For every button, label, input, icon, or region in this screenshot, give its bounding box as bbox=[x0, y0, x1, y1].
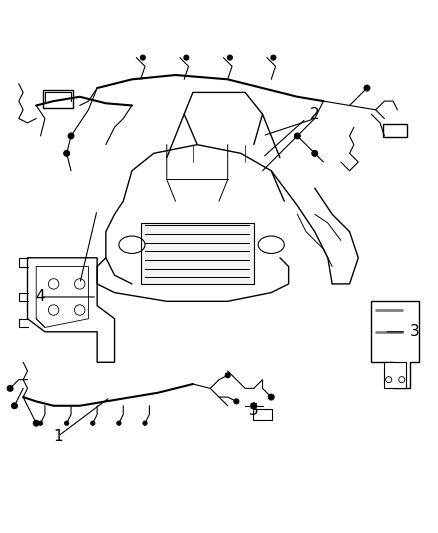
Circle shape bbox=[271, 55, 276, 60]
Circle shape bbox=[251, 403, 257, 409]
FancyBboxPatch shape bbox=[383, 124, 407, 137]
Circle shape bbox=[184, 55, 189, 60]
Circle shape bbox=[364, 85, 370, 91]
Text: 3: 3 bbox=[410, 324, 420, 340]
Circle shape bbox=[227, 55, 233, 60]
Circle shape bbox=[33, 420, 39, 426]
Circle shape bbox=[68, 133, 74, 139]
Circle shape bbox=[312, 150, 318, 156]
Circle shape bbox=[268, 394, 274, 400]
Text: 1: 1 bbox=[53, 429, 63, 444]
Circle shape bbox=[91, 421, 95, 425]
Circle shape bbox=[64, 150, 70, 156]
Circle shape bbox=[11, 403, 18, 409]
Circle shape bbox=[7, 385, 13, 391]
Text: 5: 5 bbox=[249, 402, 258, 418]
Text: 4: 4 bbox=[36, 289, 46, 304]
Circle shape bbox=[39, 421, 43, 425]
Bar bbox=[141, 223, 254, 284]
Circle shape bbox=[225, 373, 230, 378]
Circle shape bbox=[64, 421, 69, 425]
FancyBboxPatch shape bbox=[253, 409, 272, 419]
Circle shape bbox=[234, 399, 239, 404]
Circle shape bbox=[140, 55, 145, 60]
Text: 2: 2 bbox=[310, 107, 320, 122]
Circle shape bbox=[143, 421, 147, 425]
Circle shape bbox=[117, 421, 121, 425]
FancyBboxPatch shape bbox=[43, 90, 73, 108]
Circle shape bbox=[294, 133, 300, 139]
Bar bbox=[385, 362, 406, 389]
